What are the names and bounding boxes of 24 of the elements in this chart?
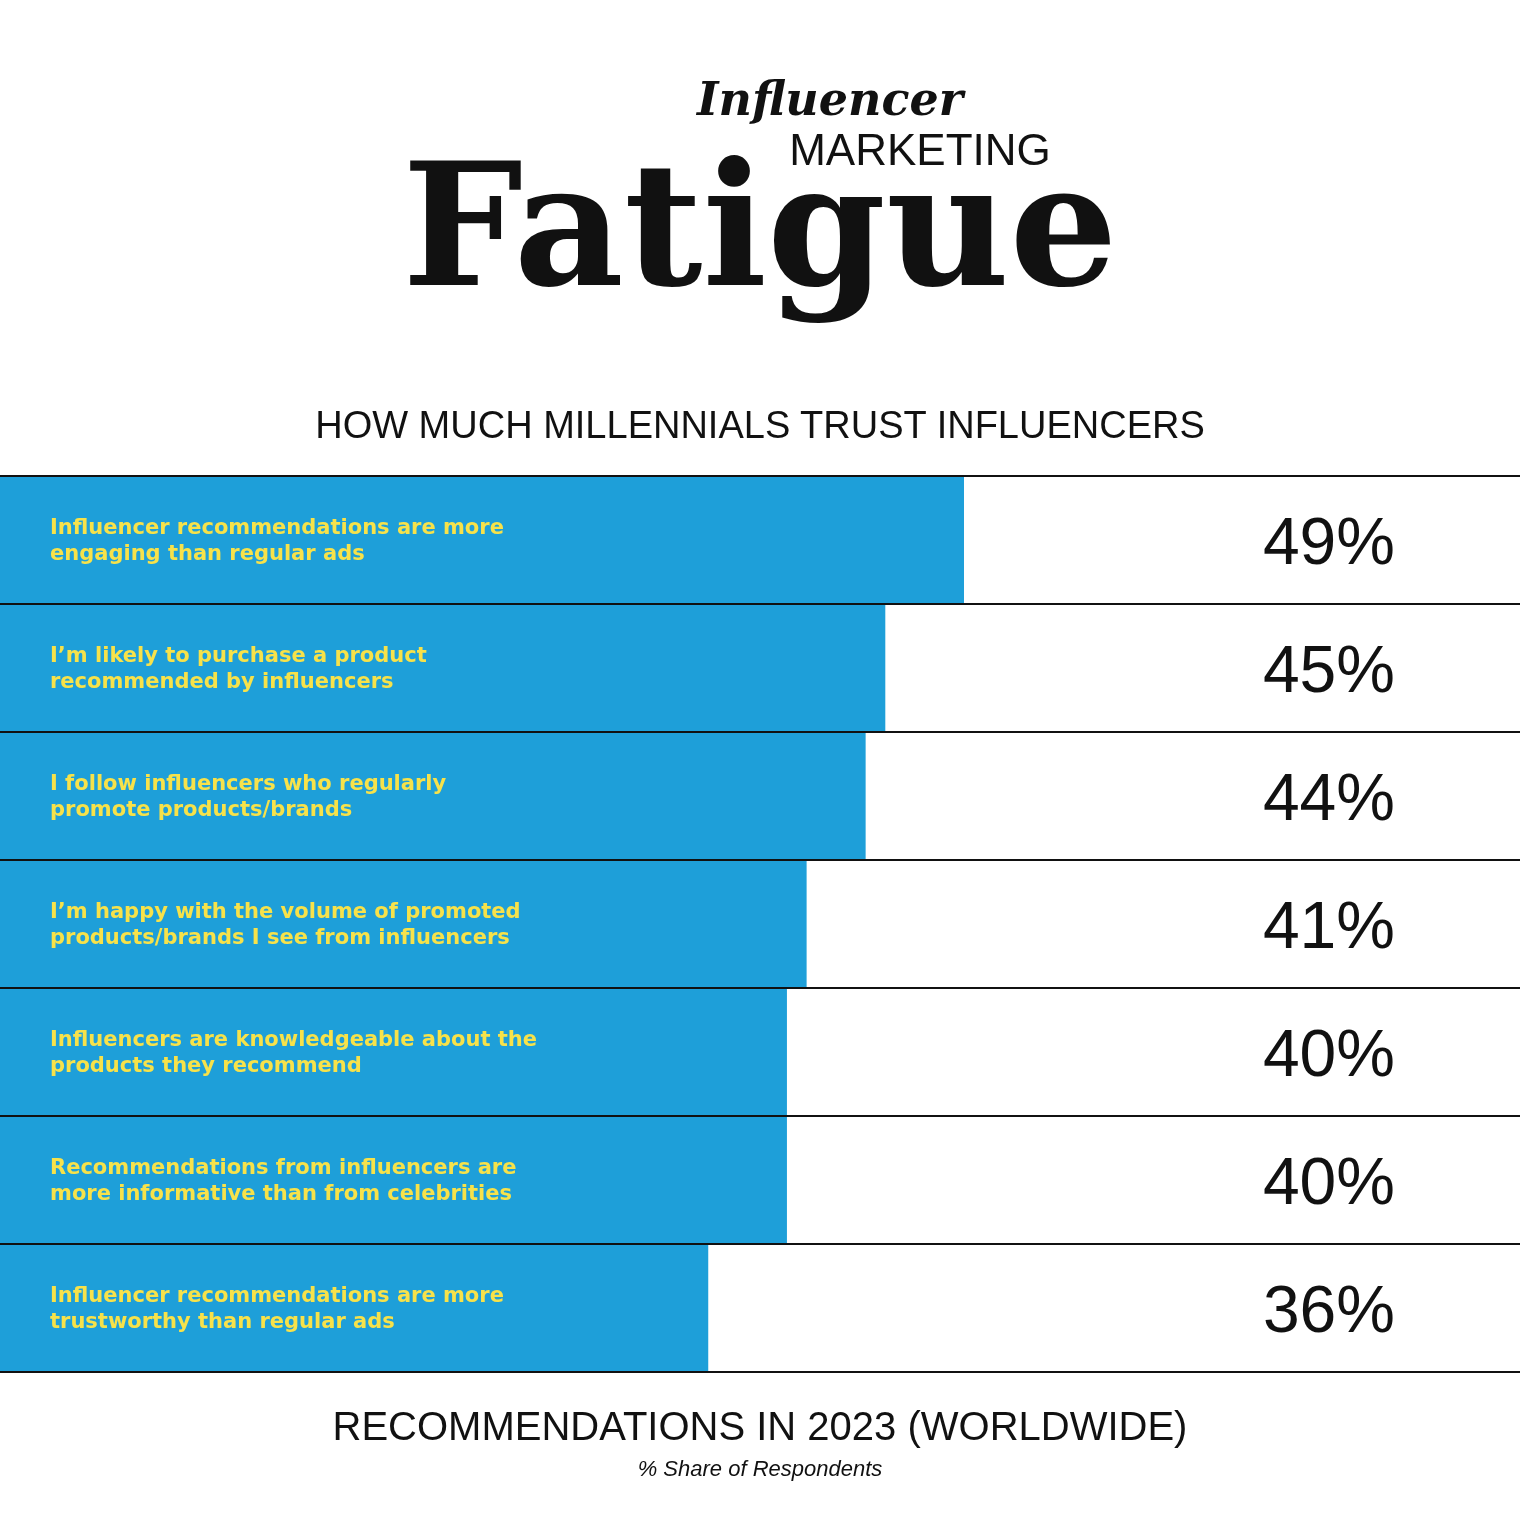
bar xyxy=(0,604,886,732)
data-label: 45% xyxy=(1262,632,1395,706)
bar xyxy=(0,476,964,604)
bar xyxy=(0,732,866,860)
y-tick-label: I’m happy with the volume of promoted products/brands I see from influencers xyxy=(50,899,521,949)
data-label: 41% xyxy=(1262,888,1395,962)
bar xyxy=(0,1244,709,1372)
data-label: 36% xyxy=(1262,1272,1395,1346)
chart-subtitle: HOW MUCH MILLENNIALS TRUST INFLUENCERS xyxy=(315,404,1205,446)
bar xyxy=(0,860,807,988)
data-label: 40% xyxy=(1262,1144,1395,1218)
y-tick-label: I’m likely to purchase a product recommended by influencers xyxy=(50,643,427,693)
data-label: 49% xyxy=(1262,504,1395,578)
y-tick-label: Recommendations from influencers are more informative than from celebrities xyxy=(50,1155,517,1205)
bar xyxy=(0,988,787,1116)
y-tick-label: Influencers are knowledgeable about the products they recommend xyxy=(50,1027,538,1077)
y-tick-label: Influencer recommendations are more engaging than regular ads xyxy=(50,515,504,565)
text: RECOMMENDATIONS IN 2023 (WORLDWIDE) xyxy=(332,1404,1188,1448)
data-label: 40% xyxy=(1262,1016,1395,1090)
y-tick-label: Influencer recommendations are more trustworthy than regular ads xyxy=(50,1283,504,1333)
data-label: 44% xyxy=(1262,760,1395,834)
bar xyxy=(0,1116,787,1244)
y-tick-label: I follow influencers who regularly promote products/brands xyxy=(50,771,447,821)
text: % Share of Respondents xyxy=(637,1456,883,1481)
